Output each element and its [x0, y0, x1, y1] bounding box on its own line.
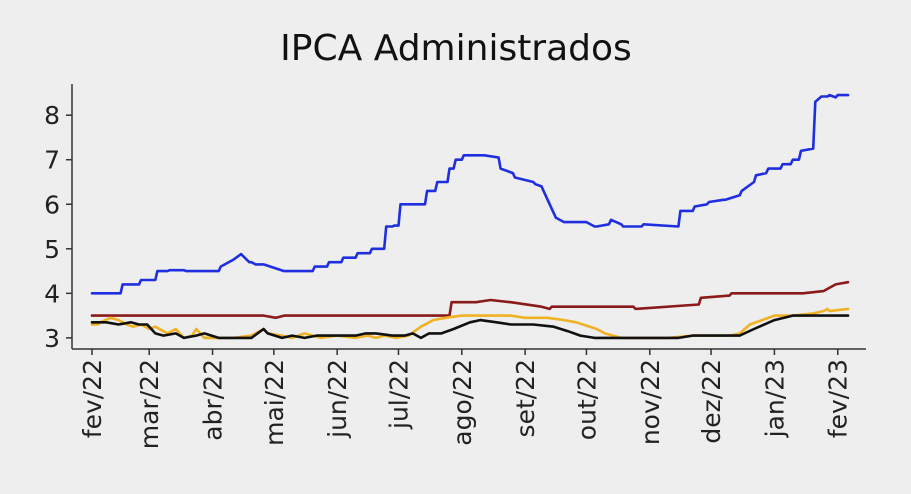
y-tick-label: 7: [44, 146, 60, 175]
x-tick-label: nov/22: [636, 359, 665, 445]
y-tick-label: 5: [44, 235, 60, 264]
x-tick-label: mai/22: [260, 359, 289, 446]
series-group: [90, 93, 850, 340]
series-line-4: [90, 314, 850, 340]
y-tick-label: 4: [44, 279, 60, 308]
x-tick-label: set/22: [511, 359, 540, 437]
x-tick-label: fev/22: [78, 359, 107, 438]
chart-title: IPCA Administrados: [280, 28, 632, 69]
x-tick-label: jan/23: [760, 359, 789, 438]
x-tick-label: jul/22: [384, 359, 413, 430]
series-line-2: [90, 280, 850, 320]
y-tick-label: 8: [44, 101, 60, 130]
x-tick-label: abr/22: [199, 359, 228, 441]
x-tick-label: out/22: [572, 359, 601, 440]
axes: 3 4 5 6 7 8 fev/22 mar/22 abr/22 mai/22 jun/22 jul/…: [44, 84, 866, 449]
x-tick-label: jun/22: [323, 359, 352, 439]
x-tick-label: ago/22: [448, 359, 477, 446]
x-tick-label: dez/22: [697, 359, 726, 444]
x-tick-label: mar/22: [135, 359, 164, 449]
x-tick-label: fev/23: [824, 359, 853, 438]
y-tick-label: 6: [44, 190, 60, 219]
series-line-1: [90, 93, 850, 295]
y-tick-label: 3: [44, 324, 60, 353]
